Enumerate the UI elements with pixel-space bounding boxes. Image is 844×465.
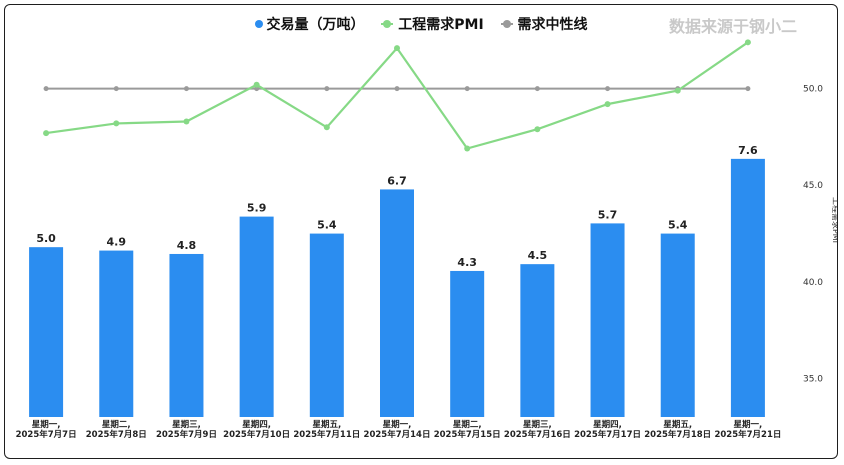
- legend-item-pmi[interactable]: 工程需求PMI: [381, 14, 484, 34]
- neutral-point-1: [113, 86, 119, 92]
- bar-value-label-6: 4.3: [457, 256, 477, 269]
- x-tick-label-10-1: 2025年7月21日: [714, 429, 781, 440]
- pmi-point-10: [744, 39, 751, 46]
- bar-2: [169, 253, 204, 417]
- x-tick-label-2-1: 2025年7月9日: [156, 429, 217, 440]
- bar-0: [29, 247, 64, 417]
- bar-value-label-7: 4.5: [528, 249, 548, 262]
- y-right-axis-title: 工程需求PMI: [831, 197, 838, 243]
- source-watermark: 数据来源于钢小二: [668, 17, 797, 36]
- x-tick-label-5-1: 2025年7月14日: [364, 429, 431, 440]
- bar-value-label-0: 5.0: [36, 232, 56, 245]
- bar-value-label-5: 6.7: [387, 174, 407, 187]
- legend-neutral-marker: [500, 20, 513, 28]
- pmi-point-8: [604, 101, 611, 108]
- bar-3: [239, 216, 274, 417]
- x-tick-label-4-1: 2025年7月11日: [293, 429, 360, 440]
- legend: 交易量（万吨） 工程需求PMI 需求中性线: [5, 14, 837, 34]
- bar-10: [730, 158, 765, 418]
- bar-8: [590, 223, 625, 417]
- neutral-point-8: [605, 86, 611, 92]
- legend-item-volume[interactable]: 交易量（万吨）: [254, 14, 365, 34]
- bar-value-label-4: 5.4: [317, 219, 337, 232]
- y-right-tick-label-2: 45.0: [803, 181, 823, 191]
- chart-plot: 5.0 4.9 4.85.95.46.74.34.55.75.47.6星期一,202…: [16, 39, 838, 440]
- bar-6: [450, 270, 485, 417]
- x-tick-label-7-0: 星期三,: [523, 419, 552, 430]
- legend-neutral-dot: [502, 20, 511, 28]
- chart-frame: 交易量（万吨） 工程需求PMI 需求中性线 数据来源于钢小二 5.0 4.9 4.8…: [4, 4, 838, 459]
- legend-pmi-marker: [381, 20, 394, 28]
- x-tick-label-3-1: 2025年7月10日: [223, 429, 290, 440]
- bar-5: [380, 189, 414, 417]
- pmi-point-5: [394, 45, 400, 52]
- pmi-point-3: [253, 81, 260, 88]
- x-tick-label-5-0: 星期一,: [383, 419, 412, 430]
- y-right-tick-label-1: 40.0: [803, 278, 823, 288]
- bar-value-label-1: 4.9: [107, 236, 127, 249]
- bar-1: [99, 250, 134, 417]
- pmi-line: [45, 41, 749, 150]
- legend-item-neutral[interactable]: 需求中性线: [500, 14, 588, 34]
- x-tick-label-6-0: 星期二,: [453, 419, 482, 430]
- x-tick-label-0-1: 2025年7月7日: [16, 429, 77, 440]
- bar-value-label-8: 5.7: [598, 208, 618, 221]
- pmi-point-0: [43, 130, 50, 137]
- x-tick-label-7-1: 2025年7月16日: [504, 429, 571, 440]
- bar-9: [660, 233, 695, 417]
- x-tick-label-0-0: 星期一,: [32, 419, 61, 430]
- bar-4: [309, 233, 344, 417]
- x-tick-label-9-0: 星期五,: [663, 419, 692, 430]
- neutral-point-5: [394, 86, 400, 92]
- neutral-point-6: [464, 86, 470, 92]
- x-tick-label-3-0: 星期四,: [242, 419, 271, 430]
- bar-7: [520, 264, 555, 417]
- neutral-point-7: [534, 86, 540, 92]
- x-tick-label-1-1: 2025年7月8日: [86, 429, 147, 440]
- legend-volume-marker: [254, 20, 263, 28]
- x-tick-label-6-1: 2025年7月15日: [434, 429, 501, 440]
- x-tick-label-4-0: 星期五,: [312, 419, 341, 430]
- pmi-point-6: [464, 145, 471, 152]
- y-right-tick-label-3: 50.0: [803, 85, 823, 95]
- neutral-point-2: [183, 86, 189, 92]
- legend-volume-label: 交易量（万吨）: [266, 17, 365, 33]
- pmi-point-9: [674, 87, 681, 94]
- pmi-point-1: [113, 120, 120, 127]
- bar-value-label-2: 4.8: [177, 239, 197, 252]
- neutral-point-0: [43, 86, 49, 92]
- pmi-point-7: [534, 126, 541, 133]
- pmi-point-4: [323, 124, 330, 131]
- x-tick-label-8-1: 2025年7月17日: [574, 429, 641, 440]
- x-tick-label-2-0: 星期三,: [172, 419, 201, 430]
- x-tick-label-9-1: 2025年7月18日: [644, 429, 711, 440]
- pmi-point-2: [183, 118, 190, 125]
- neutral-point-10: [745, 86, 751, 92]
- neutral-point-4: [324, 86, 330, 92]
- legend-neutral-label: 需求中性线: [517, 17, 588, 33]
- legend-pmi-label: 工程需求PMI: [398, 17, 484, 33]
- x-tick-label-10-0: 星期一,: [734, 419, 763, 430]
- bar-value-label-10: 7.6: [738, 144, 758, 157]
- y-right-tick-label-0: 35.0: [803, 374, 823, 384]
- x-tick-label-1-0: 星期二,: [102, 419, 131, 430]
- legend-pmi-dot: [383, 20, 392, 28]
- bar-value-label-9: 5.4: [668, 219, 688, 232]
- x-tick-label-8-0: 星期四,: [593, 419, 622, 430]
- bar-value-label-3: 5.9: [247, 202, 267, 215]
